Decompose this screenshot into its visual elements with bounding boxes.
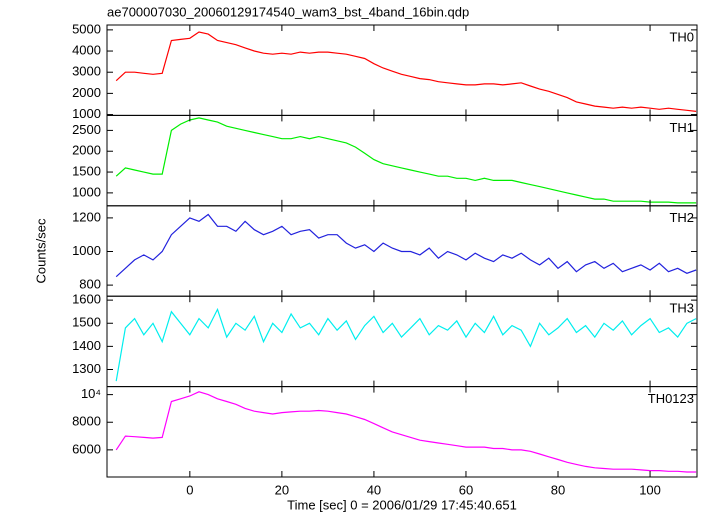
- panel-label: TH2: [669, 210, 694, 225]
- y-tick-label: 1000: [72, 243, 101, 258]
- y-tick-label: 1000: [72, 184, 101, 199]
- x-tick-label: 100: [639, 482, 661, 497]
- x-axis-label: Time [sec] 0 = 2006/01/29 17:45:40.651: [287, 497, 517, 512]
- y-tick-label: 8000: [72, 414, 101, 429]
- panel-label: TH0: [669, 29, 694, 44]
- x-tick-label: 0: [186, 482, 193, 497]
- y-tick-label: 4000: [72, 42, 101, 57]
- y-tick-label: 5000: [72, 21, 101, 36]
- y-tick-label: 2000: [72, 143, 101, 158]
- x-tick-label: 80: [551, 482, 565, 497]
- y-tick-label: 800: [79, 277, 101, 292]
- y-tick-label: 2500: [72, 122, 101, 137]
- data-line: [115, 391, 697, 473]
- y-tick-label: 6000: [72, 441, 101, 456]
- panel-frame: [106, 24, 698, 116]
- data-line: [115, 117, 697, 204]
- data-line: [115, 213, 697, 278]
- chart-title: ae700007030_20060129174540_wam3_bst_4ban…: [107, 4, 469, 19]
- y-axis-label: Counts/sec: [33, 218, 48, 284]
- y-tick-label: 1000: [72, 106, 101, 121]
- x-tick-label: 20: [275, 482, 289, 497]
- y-tick-label: 1400: [72, 338, 101, 353]
- panel-label: TH1: [669, 120, 694, 135]
- y-tick-label: 1300: [72, 361, 101, 376]
- x-tick-label: 60: [459, 482, 473, 497]
- panel-label: TH0123: [648, 391, 694, 406]
- y-tick-label: 1600: [72, 292, 101, 307]
- y-tick-label: 1200: [72, 209, 101, 224]
- y-tick-label: 1500: [72, 315, 101, 330]
- panel-frame: [106, 114, 698, 207]
- panel-label: TH3: [669, 301, 694, 316]
- y-tick-label: 2000: [72, 85, 101, 100]
- x-tick-label: 40: [367, 482, 381, 497]
- data-line: [115, 31, 697, 112]
- data-line: [115, 307, 697, 382]
- panel-frame: [106, 386, 698, 478]
- y-tick-label: 10⁴: [81, 386, 101, 401]
- panel-frame: [106, 295, 698, 388]
- y-tick-label: 3000: [72, 64, 101, 79]
- y-tick-label: 1500: [72, 163, 101, 178]
